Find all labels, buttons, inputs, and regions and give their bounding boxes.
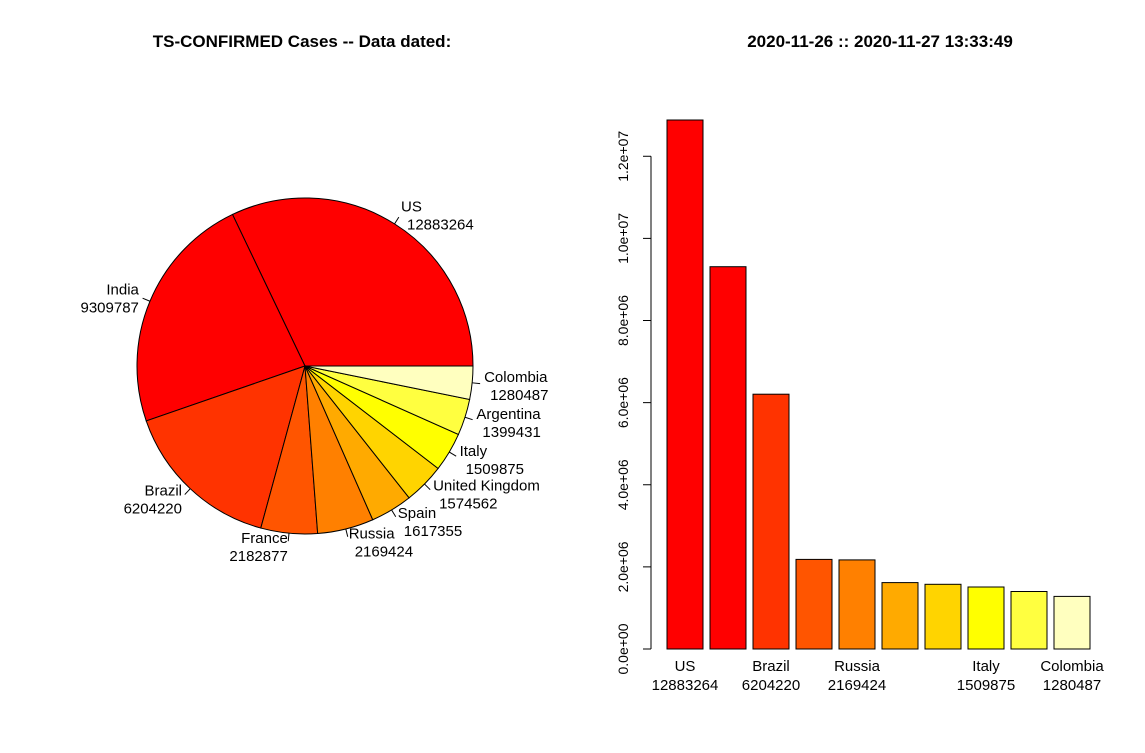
y-tick-label: 2.0e+06 — [615, 541, 631, 592]
x-tick-name-colombia: Colombia — [1040, 658, 1104, 675]
pie-value-india: 9309787 — [80, 300, 138, 317]
bar-india — [709, 266, 747, 650]
pie-label-brazil: Brazil — [144, 483, 182, 500]
pie-label-russia: Russia — [349, 526, 396, 543]
bar-chart: 0.0e+00 2.0e+06 4.0e+06 6.0e+06 8.0e+06 1.0e+… — [615, 119, 1104, 694]
x-tick-name-us: US — [675, 658, 696, 675]
pie-leader-united-kingdom — [424, 483, 431, 491]
pie-label-us: US — [401, 199, 422, 216]
y-tick-label: 6.0e+06 — [615, 377, 631, 428]
pie-label-spain: Spain — [398, 505, 436, 522]
pie-label-united-kingdom: United Kingdom — [433, 478, 540, 495]
pie-leader-us — [394, 216, 400, 225]
pie-value-spain: 1617355 — [404, 523, 462, 540]
pie-value-italy: 1509875 — [466, 461, 524, 478]
pie-label-france: France — [241, 530, 288, 547]
pie-slice-colombia — [304, 365, 474, 401]
pie-label-argentina: Argentina — [476, 406, 541, 423]
x-tick-value-russia: 2169424 — [828, 677, 886, 694]
bar-chart-title: 2020-11-26 :: 2020-11-27 13:33:49 — [747, 32, 1013, 51]
pie-leader-spain — [391, 509, 397, 518]
x-tick-name-italy: Italy — [972, 658, 1000, 675]
bar-brazil — [752, 393, 790, 650]
pie-leader-italy — [449, 451, 457, 457]
pie-value-france: 2182877 — [229, 548, 287, 565]
bar-united-kingdom — [924, 583, 962, 650]
x-tick-value-italy: 1509875 — [957, 677, 1015, 694]
pie-value-us: 12883264 — [407, 217, 474, 234]
y-tick-label: 1.2e+07 — [615, 131, 631, 182]
bar-us — [666, 119, 704, 650]
y-tick-label: 8.0e+06 — [615, 295, 631, 346]
pie-chart-title: TS-CONFIRMED Cases -- Data dated: — [153, 32, 451, 51]
pie-label-colombia: Colombia — [484, 369, 548, 386]
x-tick-value-brazil: 6204220 — [742, 677, 800, 694]
pie-slice-india — [136, 213, 306, 422]
pie-leader-brazil — [184, 488, 191, 495]
pie-label-india: India — [106, 282, 139, 299]
pie-leader-colombia — [472, 382, 481, 385]
bar-spain — [881, 582, 919, 650]
pie-value-colombia: 1280487 — [490, 387, 548, 404]
y-tick-label: 1.0e+07 — [615, 213, 631, 264]
pie-value-argentina: 1399431 — [482, 424, 540, 441]
bar-russia — [838, 559, 876, 650]
y-tick-label: 4.0e+06 — [615, 459, 631, 510]
pie-value-united-kingdom: 1574562 — [439, 496, 497, 513]
bar-colombia — [1053, 595, 1091, 650]
pie-leader-india — [142, 297, 151, 302]
pie-label-italy: Italy — [460, 443, 488, 460]
x-tick-value-us: 12883264 — [652, 677, 719, 694]
y-tick-label: 0.0e+00 — [615, 623, 631, 674]
x-tick-name-russia: Russia — [834, 658, 881, 675]
bar-france — [795, 558, 833, 650]
bar-italy — [967, 586, 1005, 650]
pie-leader-argentina — [464, 416, 473, 421]
pie-value-russia: 2169424 — [355, 544, 413, 561]
x-tick-name-brazil: Brazil — [752, 658, 790, 675]
pie-leader-france — [287, 533, 290, 542]
pie-value-brazil: 6204220 — [124, 501, 182, 518]
bar-argentina — [1010, 591, 1048, 650]
x-tick-value-colombia: 1280487 — [1043, 677, 1101, 694]
pie-leader-russia — [345, 528, 349, 537]
